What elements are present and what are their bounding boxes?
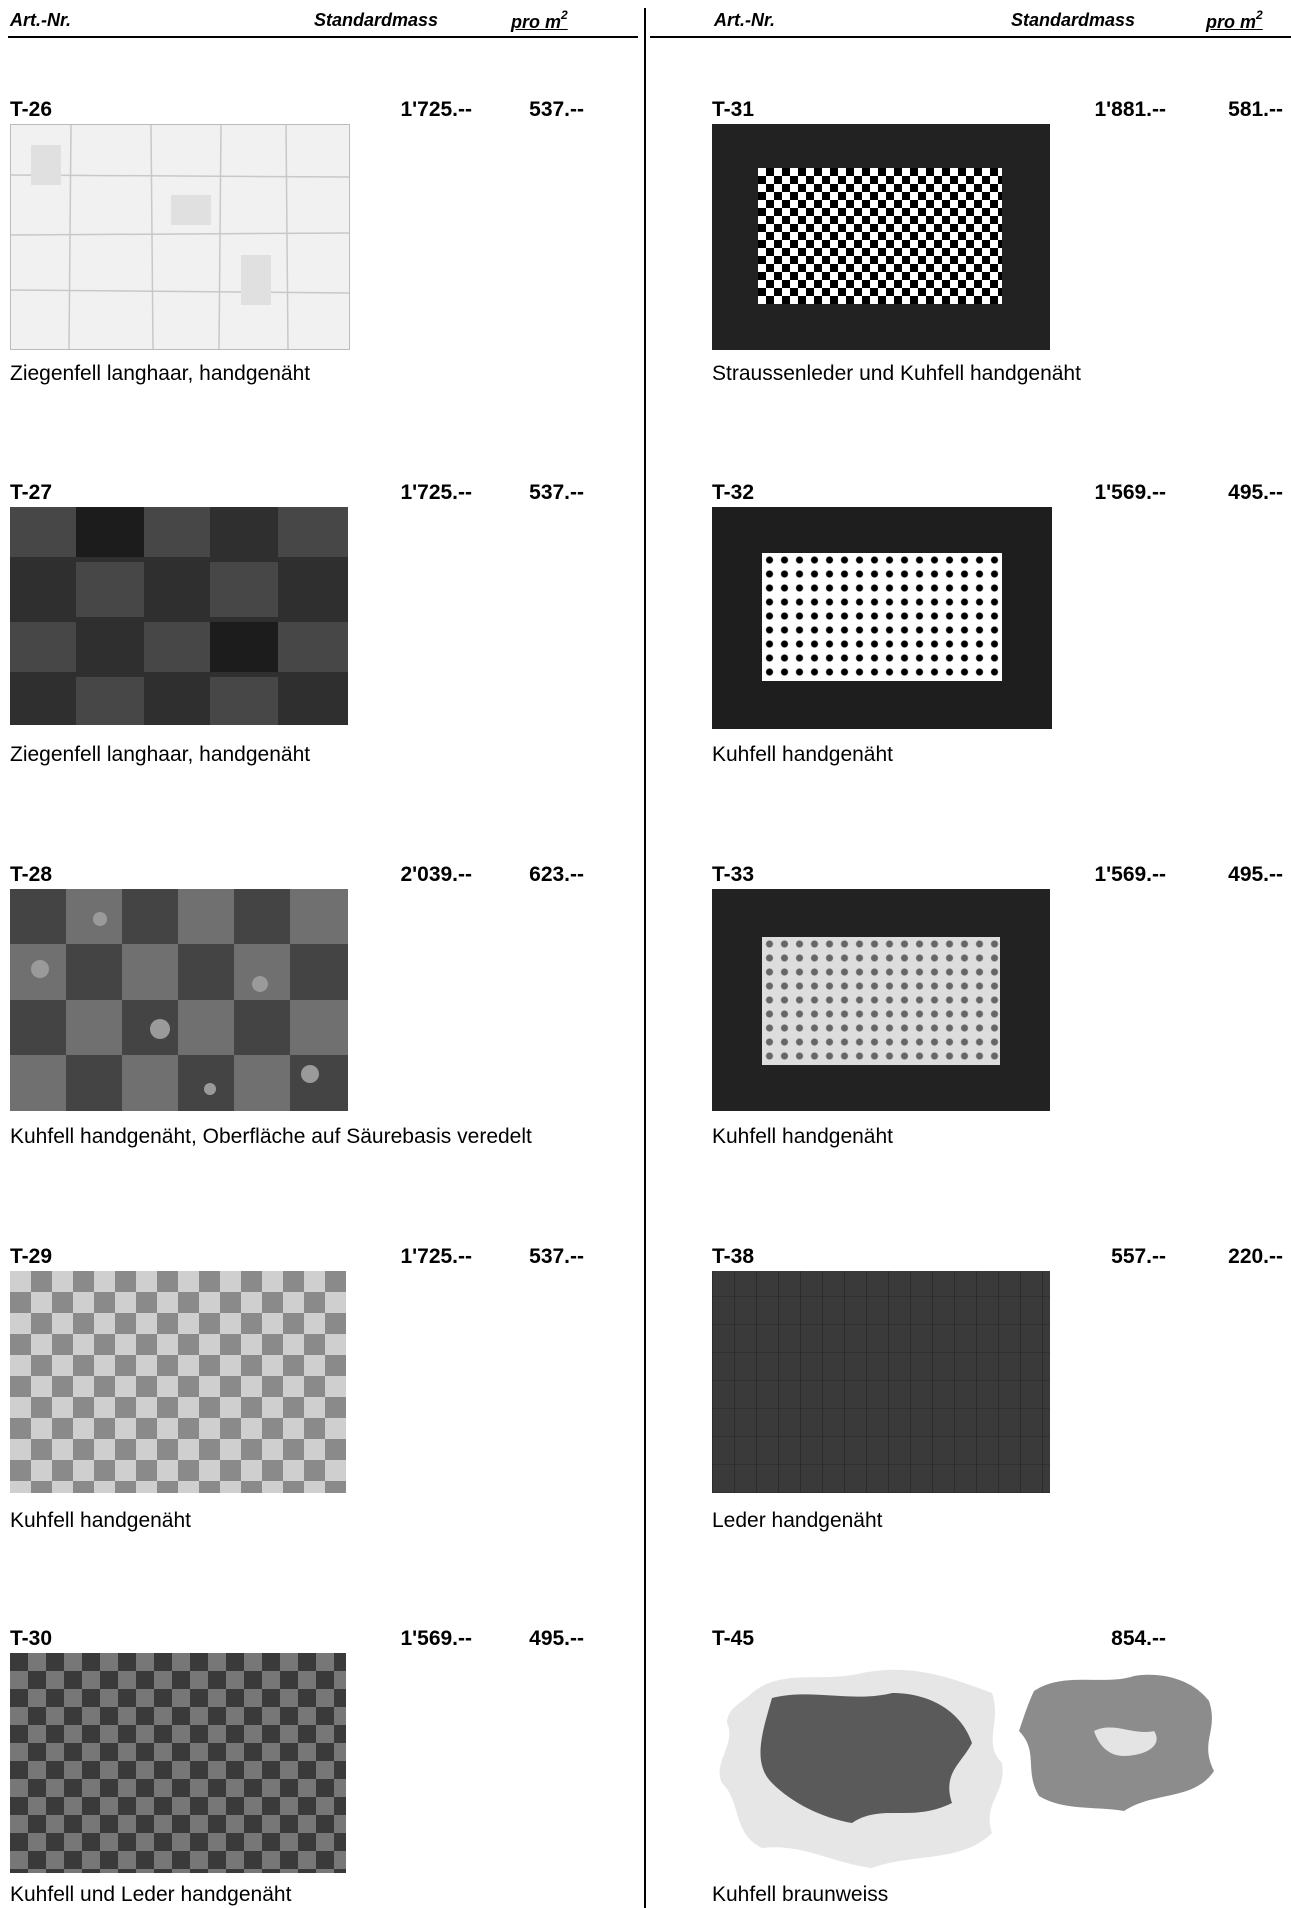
rug-image — [712, 1271, 1050, 1493]
standard-price: 1'569.-- — [1094, 863, 1166, 886]
rug-image — [712, 507, 1052, 729]
price-per-m2: 537.-- — [529, 98, 584, 121]
article-number: T-45 — [712, 1627, 755, 1650]
item-t29: T-29 1'725.-- 537.-- Kuhfell handgenäht — [10, 1245, 630, 1545]
price-per-m2: 537.-- — [529, 481, 584, 504]
col-pro-label: pro m2 — [511, 8, 568, 32]
price-per-m2: 495.-- — [529, 1627, 584, 1650]
col-art-label: Art.-Nr. — [10, 10, 72, 30]
item-description: Kuhfell handgenäht — [712, 743, 893, 766]
rug-center-panel — [762, 937, 1000, 1065]
price-per-m2: 220.-- — [1228, 1245, 1283, 1268]
rug-image — [712, 889, 1050, 1111]
standard-price: 1'569.-- — [400, 1627, 472, 1650]
article-number: T-38 — [712, 1245, 755, 1268]
item-t33: T-33 1'569.-- 495.-- Kuhfell handgenäht — [712, 863, 1287, 1163]
standard-price: 557.-- — [1111, 1245, 1166, 1268]
item-t45: T-45 854.-- Kuhfell braunweiss — [712, 1627, 1287, 1908]
col-std-label: Standardmass — [314, 10, 439, 30]
rug-image — [10, 507, 348, 725]
header-left: Art.-Nr. Standardmass pro m2 — [8, 0, 638, 38]
article-number: T-30 — [10, 1627, 53, 1650]
item-description: Kuhfell braunweiss — [712, 1883, 889, 1906]
item-description: Kuhfell handgenäht — [10, 1509, 191, 1532]
item-t31: T-31 1'881.-- 581.-- Straussenleder und … — [712, 98, 1287, 398]
rug-image — [10, 889, 348, 1111]
standard-price: 1'881.-- — [1094, 98, 1166, 121]
col-std-label: Standardmass — [1011, 10, 1136, 30]
rug-image — [712, 124, 1050, 350]
standard-price: 1'725.-- — [400, 98, 472, 121]
article-number: T-28 — [10, 863, 53, 886]
item-description: Kuhfell handgenäht — [712, 1125, 893, 1148]
header-right: Art.-Nr. Standardmass pro m2 — [650, 0, 1291, 38]
rug-center-panel — [762, 553, 1002, 681]
standard-price: 2'039.-- — [400, 863, 472, 886]
article-number: T-27 — [10, 481, 53, 504]
col-art-label: Art.-Nr. — [714, 10, 776, 30]
cowhide-image-small — [1014, 1661, 1224, 1821]
item-t27: T-27 1'725.-- 537.-- Ziegenfell langhaar… — [10, 481, 630, 781]
item-t28: T-28 2'039.-- 623.-- Kuhfell handgenäht,… — [10, 863, 640, 1163]
rug-image — [10, 1271, 346, 1493]
article-number: T-33 — [712, 863, 755, 886]
item-description: Kuhfell handgenäht, Oberfläche auf Säure… — [10, 1125, 532, 1148]
price-per-m2: 623.-- — [529, 863, 584, 886]
standard-price: 1'725.-- — [400, 1245, 472, 1268]
rug-center-panel — [758, 168, 1002, 304]
standard-price: 1'569.-- — [1094, 481, 1166, 504]
item-t26: T-26 1'725.-- 537.-- Ziegenfell langhaar… — [10, 98, 630, 398]
standard-price: 854.-- — [1111, 1627, 1166, 1650]
price-per-m2: 495.-- — [1228, 863, 1283, 886]
item-description: Leder handgenäht — [712, 1509, 883, 1532]
cowhide-image-large — [712, 1653, 1012, 1873]
standard-price: 1'725.-- — [400, 481, 472, 504]
item-t32: T-32 1'569.-- 495.-- Kuhfell handgenäht — [712, 481, 1287, 781]
item-description: Ziegenfell langhaar, handgenäht — [10, 362, 311, 385]
price-per-m2: 537.-- — [529, 1245, 584, 1268]
col-pro-label: pro m2 — [1206, 8, 1263, 32]
price-per-m2: 495.-- — [1228, 481, 1283, 504]
price-per-m2: 581.-- — [1228, 98, 1283, 121]
article-number: T-32 — [712, 481, 755, 504]
article-number: T-26 — [10, 98, 53, 121]
item-description: Ziegenfell langhaar, handgenäht — [10, 743, 311, 766]
item-description: Straussenleder und Kuhfell handgenäht — [712, 362, 1081, 385]
column-divider — [644, 8, 646, 1908]
item-t30: T-30 1'569.-- 495.-- Kuhfell und Leder h… — [10, 1627, 630, 1908]
rug-image — [10, 124, 350, 350]
item-t38: T-38 557.-- 220.-- Leder handgenäht — [712, 1245, 1287, 1545]
article-number: T-31 — [712, 98, 755, 121]
item-description: Kuhfell und Leder handgenäht — [10, 1883, 292, 1906]
article-number: T-29 — [10, 1245, 53, 1268]
rug-image — [10, 1653, 346, 1873]
